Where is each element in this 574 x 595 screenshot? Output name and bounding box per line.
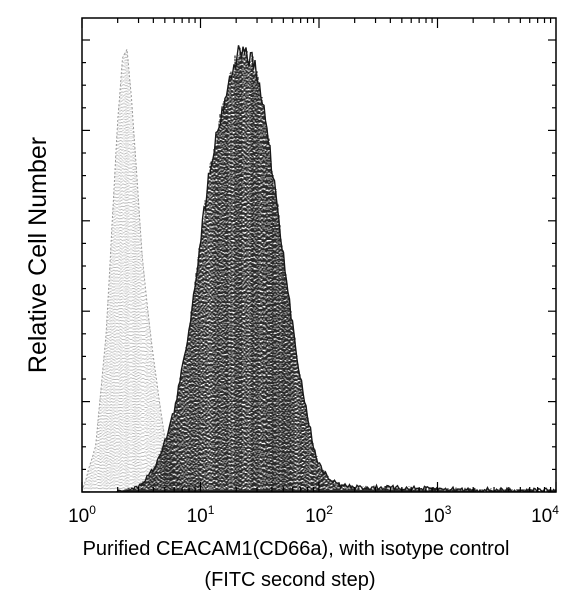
series-1 — [116, 45, 556, 492]
series-layer — [82, 45, 556, 492]
x-axis-label: Purified CEACAM1(CD66a), with isotype co… — [83, 538, 510, 560]
x-tick-labels: 100 101 102 103 104 — [68, 503, 559, 527]
plot-area — [81, 17, 557, 493]
x-tick-label-3: 103 — [424, 503, 452, 527]
y-axis-label: Relative Cell Number — [24, 137, 52, 373]
x-tick-label-2: 102 — [305, 503, 333, 527]
x-axis-label-line2: (FITC second step) — [204, 569, 375, 591]
plot-frame — [81, 17, 557, 493]
x-tick-label-1: 101 — [187, 503, 215, 527]
x-tick-label-4: 104 — [531, 503, 559, 527]
axis-ticks — [81, 18, 557, 493]
x-tick-label-0: 100 — [68, 503, 96, 527]
histogram-outline — [116, 45, 556, 492]
